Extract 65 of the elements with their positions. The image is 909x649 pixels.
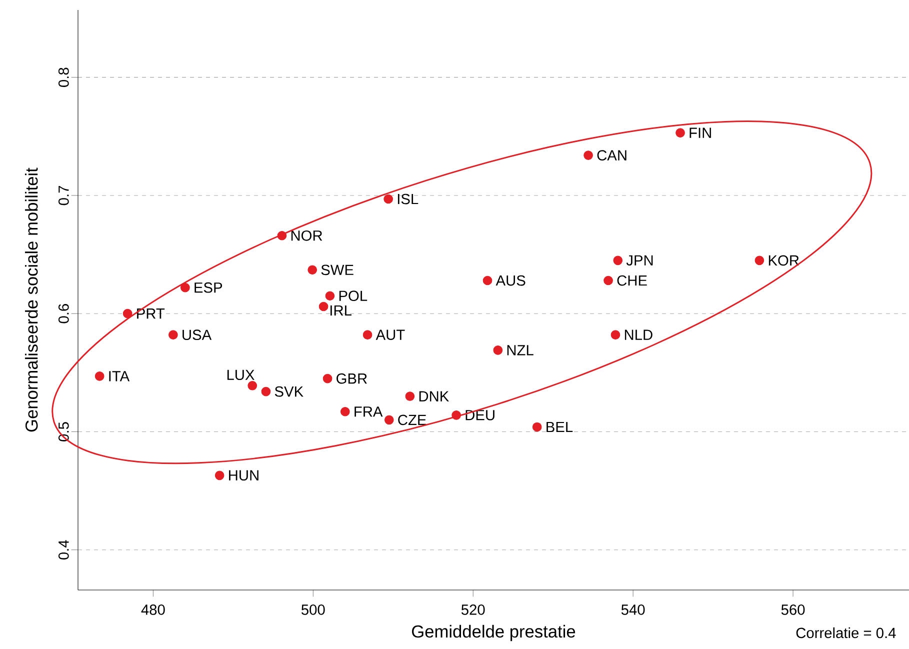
y-tick-label: 0.4 [58, 540, 69, 560]
annotation: DEU [466, 410, 494, 420]
point [754, 256, 764, 266]
x-tick-label: 560 [781, 604, 805, 615]
x-tick-label: 540 [621, 604, 645, 615]
annotation: BEL [546, 422, 573, 432]
x-tick-label: 500 [302, 604, 325, 615]
point [362, 330, 372, 340]
point [214, 470, 224, 480]
annotation: KOR [768, 255, 799, 266]
point [94, 372, 104, 381]
annotation: IRL [330, 305, 352, 316]
annotation: NZL [507, 345, 534, 356]
point [493, 346, 503, 355]
y-tick-label: 0.7 [58, 186, 69, 206]
annotation: ESP [194, 282, 222, 293]
point [610, 330, 620, 340]
x-axis-title: Gemiddelde prestatie [412, 624, 576, 642]
point [325, 291, 335, 301]
annotation: CZE [398, 414, 426, 426]
x-tick-label: 520 [461, 604, 485, 615]
point [613, 256, 623, 266]
point [308, 265, 318, 275]
annotation: NOR [291, 230, 322, 241]
annotation: JPN [626, 255, 653, 266]
y-tick-label: 0.6 [58, 304, 69, 324]
annotation: FRA [354, 406, 383, 417]
point [532, 422, 542, 432]
y-tick-label: 0.5 [58, 422, 69, 442]
annotation: DNK [419, 391, 449, 402]
point [248, 380, 258, 390]
point [584, 150, 593, 160]
point [604, 276, 613, 286]
annotation: LUX [227, 370, 254, 380]
point [482, 276, 492, 286]
point [384, 415, 394, 425]
point [322, 374, 332, 384]
annotation: USA [182, 330, 212, 340]
y-axis-title: Genormaliseerde sociale mobiliteit [25, 168, 38, 432]
annotation: ISL [398, 194, 418, 204]
annotation: GBR [336, 373, 367, 384]
point [168, 330, 178, 340]
annotation: SWE [321, 264, 354, 276]
x-tick-label: 480 [141, 604, 165, 615]
point [180, 282, 190, 292]
point [384, 194, 393, 204]
point [261, 386, 271, 396]
point [676, 128, 685, 138]
point [122, 308, 132, 318]
annotation: CHE [617, 275, 647, 286]
annotation: POL [339, 290, 368, 302]
annotation: ITA [109, 371, 130, 382]
point [340, 406, 350, 416]
y-tick-label: 0.8 [58, 68, 69, 87]
annotation: AUT [376, 330, 405, 340]
annotation: HUN [229, 470, 258, 481]
point [318, 302, 328, 312]
annotation: FIN [690, 128, 711, 138]
annotation: NLD [624, 330, 652, 340]
point [405, 392, 415, 401]
annotation: AUS [496, 275, 526, 286]
annotation: CAN [597, 150, 626, 160]
annotation: SVK [274, 386, 304, 397]
text: Correlatie = 0.4 [796, 627, 896, 638]
annotation: PRT [137, 308, 165, 319]
